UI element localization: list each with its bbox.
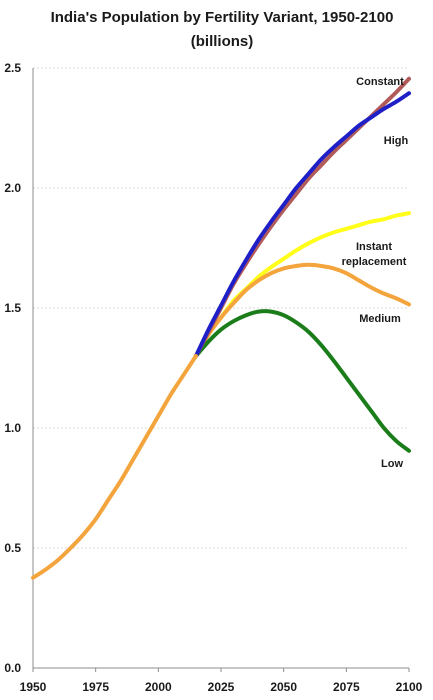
x-tick-label: 2000 bbox=[145, 680, 172, 694]
x-tick-label: 2050 bbox=[270, 680, 297, 694]
y-tick-label: 1.5 bbox=[4, 301, 21, 315]
x-tick-label: 2025 bbox=[208, 680, 235, 694]
series-line-instant-replacement bbox=[193, 211, 411, 358]
axes bbox=[32, 68, 410, 672]
chart-subtitle: (billions) bbox=[191, 33, 254, 50]
x-axis-tick-labels: 1950 1975 2000 2025 2050 2075 2100 bbox=[20, 680, 423, 694]
series-line-history bbox=[31, 354, 198, 580]
y-axis-tick-labels: 0.0 0.5 1.0 1.5 2.0 2.5 bbox=[4, 61, 21, 675]
chart-title: India's Population by Fertility Variant,… bbox=[51, 9, 394, 26]
series-line-medium bbox=[193, 262, 411, 358]
x-tick-label: 1950 bbox=[20, 680, 47, 694]
y-tick-label: 2.0 bbox=[4, 181, 21, 195]
series-line-high bbox=[193, 91, 411, 358]
series-lines bbox=[31, 76, 411, 580]
series-label-instant-replacement: replacement bbox=[342, 256, 407, 268]
series-line-low bbox=[193, 309, 411, 453]
x-tick-label: 1975 bbox=[82, 680, 109, 694]
chart-title-group: India's Population by Fertility Variant,… bbox=[51, 9, 394, 50]
y-tick-label: 0.5 bbox=[4, 541, 21, 555]
series-label-medium: Medium bbox=[359, 313, 401, 325]
series-label-high: High bbox=[384, 135, 409, 147]
x-tick-label: 2100 bbox=[396, 680, 423, 694]
y-tick-label: 0.0 bbox=[4, 661, 21, 675]
y-tick-label: 1.0 bbox=[4, 421, 21, 435]
series-label-low: Low bbox=[381, 458, 403, 470]
x-tick-label: 2075 bbox=[333, 680, 360, 694]
series-label-instant-replacement: Instant bbox=[356, 241, 392, 253]
series-labels: Constant High Instant replacement Medium Low bbox=[342, 76, 409, 470]
y-tick-label: 2.5 bbox=[4, 61, 21, 75]
series-label-constant: Constant bbox=[356, 76, 404, 88]
